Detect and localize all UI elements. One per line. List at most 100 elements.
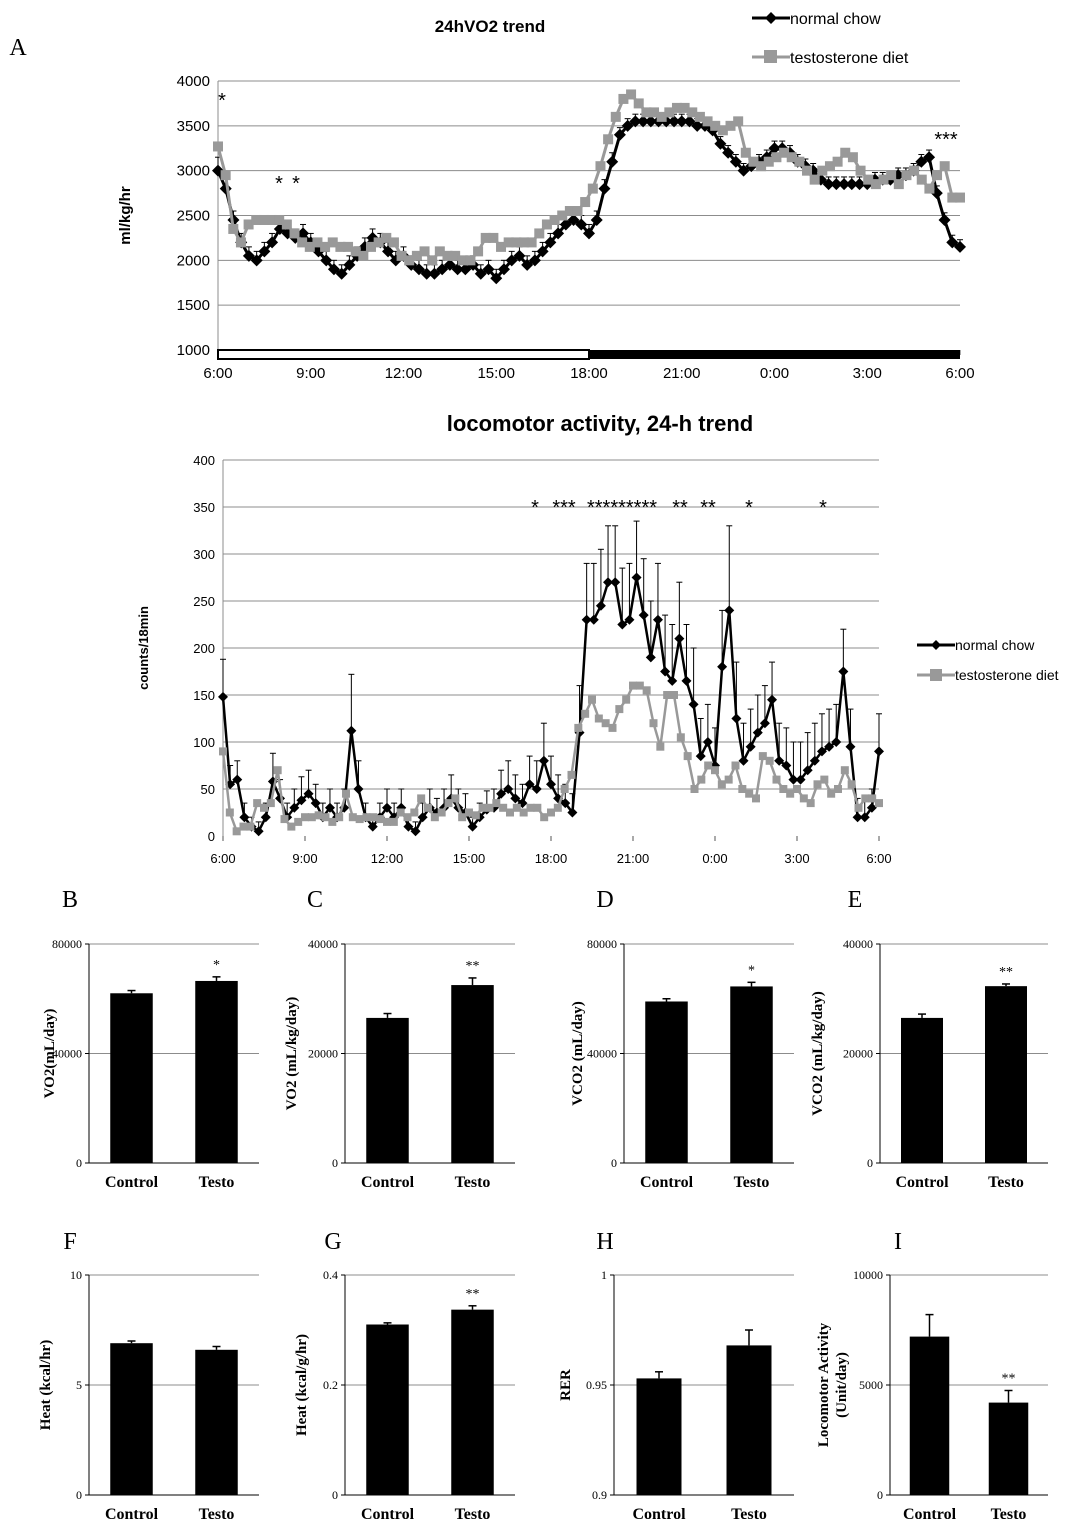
y-tick-label: 5000 xyxy=(859,1378,883,1392)
data-point xyxy=(396,250,407,261)
data-point xyxy=(403,821,414,832)
significance-star: * xyxy=(819,497,827,519)
data-point xyxy=(717,780,726,789)
data-point xyxy=(740,147,751,158)
data-point xyxy=(243,219,254,230)
data-point xyxy=(467,821,478,832)
y-tick-label: 2500 xyxy=(177,208,210,225)
significance-star: ** xyxy=(999,965,1013,980)
data-point xyxy=(660,666,671,677)
data-point xyxy=(681,675,692,686)
y-tick-label: 0 xyxy=(877,1488,883,1502)
data-point xyxy=(465,808,473,817)
panel-letter: B xyxy=(62,887,78,913)
y-tick-label: 0.2 xyxy=(323,1378,338,1392)
data-point xyxy=(799,794,808,803)
data-point xyxy=(343,258,356,271)
data-point xyxy=(560,785,569,793)
x-category-label: Control xyxy=(632,1506,686,1523)
bar xyxy=(366,1017,409,1163)
data-point xyxy=(473,246,484,257)
x-category-label: Testo xyxy=(988,1174,1024,1191)
data-point xyxy=(588,695,596,704)
data-point xyxy=(526,803,535,812)
data-point xyxy=(518,237,529,248)
data-point xyxy=(553,803,562,812)
significance-star: ********* xyxy=(587,497,657,519)
significance-star: * xyxy=(745,497,753,519)
y-tick-label: 4000 xyxy=(177,73,210,90)
data-point xyxy=(595,161,606,172)
data-point xyxy=(474,267,487,280)
data-point xyxy=(459,263,472,276)
data-point xyxy=(376,815,385,824)
data-point xyxy=(786,789,795,798)
data-point xyxy=(444,799,453,808)
data-point xyxy=(346,725,357,736)
significance-star: * xyxy=(748,963,755,978)
data-point xyxy=(631,572,642,583)
data-point xyxy=(637,115,650,128)
y-tick-label: 50 xyxy=(201,782,215,797)
data-point xyxy=(266,214,277,225)
data-point xyxy=(396,808,405,817)
data-point xyxy=(710,120,721,131)
data-point xyxy=(496,788,507,799)
data-point xyxy=(603,134,614,145)
data-point xyxy=(840,766,849,775)
data-point xyxy=(861,794,870,803)
bar xyxy=(645,1001,688,1163)
data-point xyxy=(246,822,255,831)
data-point xyxy=(442,250,453,261)
data-point xyxy=(218,691,228,702)
y-tick-label: 100 xyxy=(193,735,215,750)
data-point xyxy=(763,156,774,167)
data-point xyxy=(342,789,350,798)
y-axis-label: Heat (kcal/hr) xyxy=(38,1340,54,1430)
y-tick-label: 0 xyxy=(611,1156,617,1170)
x-tick-label: 21:00 xyxy=(617,851,650,866)
data-point xyxy=(694,111,705,122)
data-point xyxy=(536,245,549,258)
data-point xyxy=(617,619,628,630)
data-point xyxy=(258,245,271,258)
chart-title: 24hVO2 trend xyxy=(435,17,546,36)
significance-star: * xyxy=(531,497,539,519)
data-point xyxy=(388,237,399,248)
y-tick-label: 0.9 xyxy=(592,1488,607,1502)
y-tick-label: 0 xyxy=(76,1156,82,1170)
data-point xyxy=(478,803,487,812)
x-category-label: Testo xyxy=(199,1174,235,1191)
data-point xyxy=(355,815,364,824)
data-point xyxy=(403,813,412,822)
data-point xyxy=(389,817,398,826)
data-point xyxy=(702,737,713,747)
series-line xyxy=(221,577,881,834)
data-point xyxy=(499,803,508,812)
x-tick-label: 15:00 xyxy=(477,365,515,382)
y-axis-label: counts/18min xyxy=(136,606,151,690)
data-point xyxy=(652,614,663,625)
data-point xyxy=(575,218,588,231)
data-point xyxy=(560,798,571,809)
data-point xyxy=(832,156,843,167)
data-point xyxy=(497,263,510,276)
y-tick-label: 1500 xyxy=(177,297,210,314)
data-point xyxy=(312,237,323,248)
legend-marker xyxy=(764,50,777,63)
data-point xyxy=(656,742,665,751)
y-axis-label: VO2(mL/day) xyxy=(42,1009,58,1099)
data-point xyxy=(587,183,598,194)
bar xyxy=(195,1349,238,1495)
y-tick-label: 200 xyxy=(193,641,215,656)
data-point xyxy=(610,111,621,122)
data-point xyxy=(875,799,883,808)
data-point xyxy=(772,775,781,784)
bar xyxy=(988,1402,1029,1495)
data-point xyxy=(683,752,692,761)
data-point xyxy=(580,197,591,208)
data-point xyxy=(695,751,706,762)
data-point xyxy=(847,780,856,789)
data-point xyxy=(642,686,651,695)
bar xyxy=(451,1309,494,1495)
